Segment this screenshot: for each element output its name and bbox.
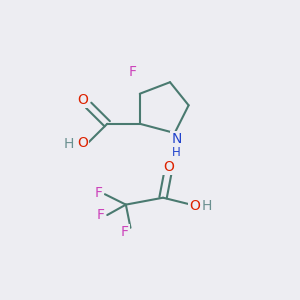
Text: F: F — [121, 225, 129, 239]
Text: O: O — [189, 199, 200, 213]
Text: O: O — [77, 92, 88, 106]
Text: H: H — [64, 137, 74, 151]
Text: O: O — [77, 136, 88, 150]
Text: N: N — [171, 132, 182, 146]
Text: H: H — [202, 200, 212, 214]
Text: F: F — [94, 186, 102, 200]
Text: H: H — [172, 146, 181, 159]
Text: F: F — [129, 65, 137, 79]
Text: O: O — [164, 160, 174, 173]
Text: F: F — [96, 208, 104, 222]
